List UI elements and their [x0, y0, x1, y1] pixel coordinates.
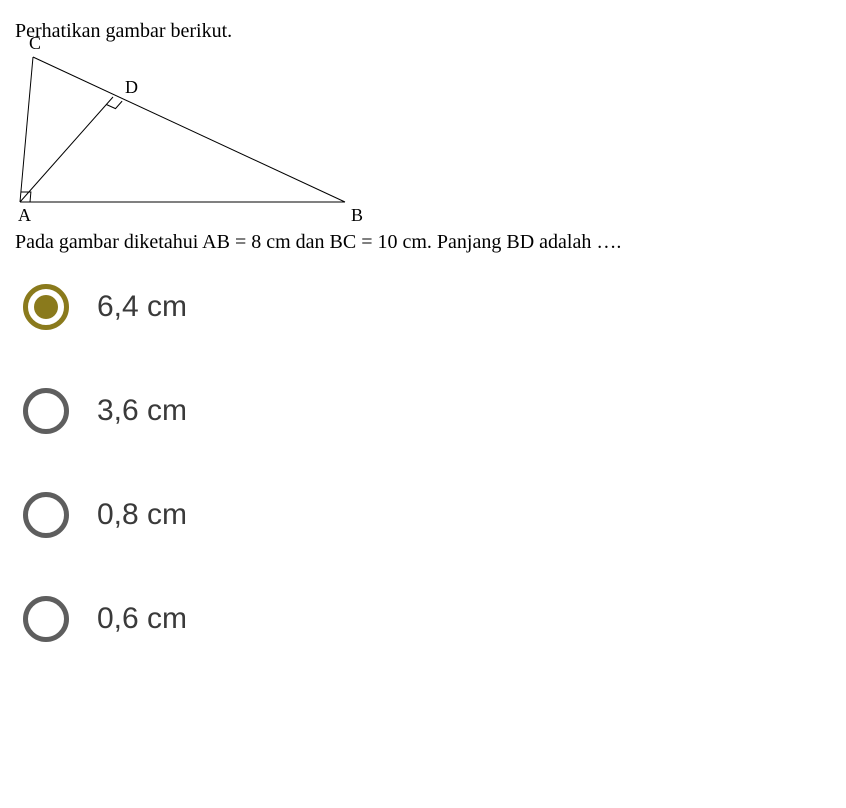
- options-group: 6,4 cm 3,6 cm 0,8 cm 0,6 cm: [15, 284, 831, 642]
- triangle-diagram: ABCD: [15, 47, 395, 227]
- vertex-label-d: D: [125, 77, 138, 98]
- question-main-text: Pada gambar diketahui AB = 8 cm dan BC =…: [15, 231, 831, 254]
- option-row-2[interactable]: 0,8 cm: [23, 492, 831, 538]
- option-row-0[interactable]: 6,4 cm: [23, 284, 831, 330]
- option-label-1: 3,6 cm: [97, 394, 187, 428]
- option-radio-1[interactable]: [23, 388, 69, 434]
- option-radio-3[interactable]: [23, 596, 69, 642]
- option-radio-2[interactable]: [23, 492, 69, 538]
- diagram-svg: [15, 47, 395, 222]
- option-row-1[interactable]: 3,6 cm: [23, 388, 831, 434]
- option-row-3[interactable]: 0,6 cm: [23, 596, 831, 642]
- question-intro-text: Perhatikan gambar berikut.: [15, 20, 831, 43]
- vertex-label-a: A: [18, 205, 31, 226]
- option-label-0: 6,4 cm: [97, 290, 187, 324]
- option-radio-0[interactable]: [23, 284, 69, 330]
- option-label-2: 0,8 cm: [97, 498, 187, 532]
- option-label-3: 0,6 cm: [97, 602, 187, 636]
- vertex-label-c: C: [29, 33, 41, 54]
- vertex-label-b: B: [351, 205, 363, 226]
